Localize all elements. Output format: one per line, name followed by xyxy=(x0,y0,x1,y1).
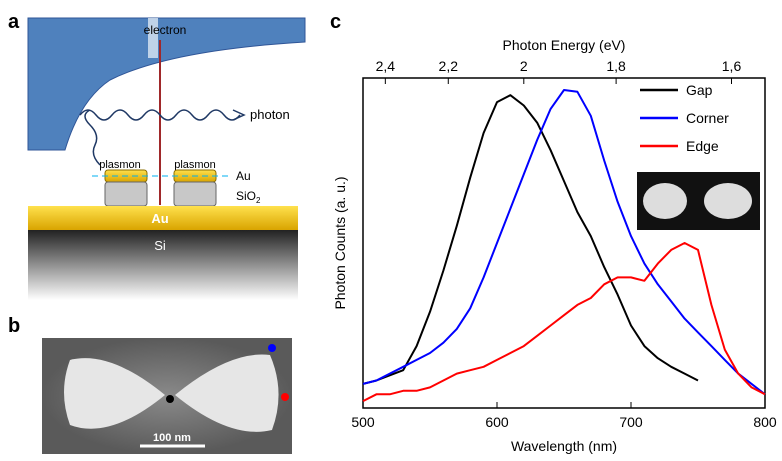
x2-tick-label: 2,4 xyxy=(376,58,396,74)
electron-label: electron xyxy=(144,23,187,37)
panel-label: a xyxy=(8,11,20,33)
emitter-tip xyxy=(27,17,306,151)
scale-bar-label: 100 nm xyxy=(153,432,191,444)
corner-marker xyxy=(268,344,276,352)
x2-axis-title: Photon Energy (eV) xyxy=(503,37,626,53)
legend-label: Gap xyxy=(686,82,713,98)
series-line xyxy=(362,94,699,385)
arrow xyxy=(232,109,246,121)
x-tick-label: 700 xyxy=(619,414,643,430)
legend-label: Edge xyxy=(686,138,719,154)
panel-label: c xyxy=(330,11,341,33)
si-label: Si xyxy=(154,238,166,253)
sem-particle xyxy=(175,354,279,432)
photon-wave xyxy=(84,109,101,166)
x2-tick-label: 1,8 xyxy=(606,58,626,74)
x-tick-label: 800 xyxy=(753,414,777,430)
beam-window xyxy=(148,18,158,58)
sio2-pillar xyxy=(104,181,148,207)
si-substrate xyxy=(28,230,298,300)
x-tick-label: 500 xyxy=(351,414,375,430)
sio2-label: SiO2 xyxy=(236,189,261,205)
sem-particle xyxy=(64,358,165,429)
sio2-pillar xyxy=(173,181,217,207)
x2-tick-label: 2,2 xyxy=(439,58,459,74)
chart: Photon Energy (eV) Wavelength (nm) Photo… xyxy=(332,37,777,454)
photon-label: photon xyxy=(250,107,290,122)
plasmon-label: plasmon xyxy=(174,159,216,171)
au-film xyxy=(28,206,298,230)
series-line xyxy=(362,242,766,402)
y-axis-title: Photon Counts (a. u.) xyxy=(332,176,348,309)
photon-wave xyxy=(79,109,241,121)
x-axis-title: Wavelength (nm) xyxy=(511,438,617,454)
x-tick-label: 600 xyxy=(485,414,509,430)
inset-particle xyxy=(704,183,752,219)
x2-tick-label: 2 xyxy=(520,58,528,74)
inset-particle xyxy=(643,183,687,219)
legend-label: Corner xyxy=(686,110,729,126)
au-label: Au xyxy=(236,169,251,183)
panel-label: b xyxy=(8,315,20,337)
x2-tick-label: 1,6 xyxy=(722,58,742,74)
plasmon-label: plasmon xyxy=(99,159,141,171)
series-line xyxy=(362,89,766,396)
edge-marker xyxy=(281,393,289,401)
au-film-label: Au xyxy=(151,211,168,226)
gap-marker xyxy=(166,395,174,403)
plot-frame xyxy=(362,77,766,409)
